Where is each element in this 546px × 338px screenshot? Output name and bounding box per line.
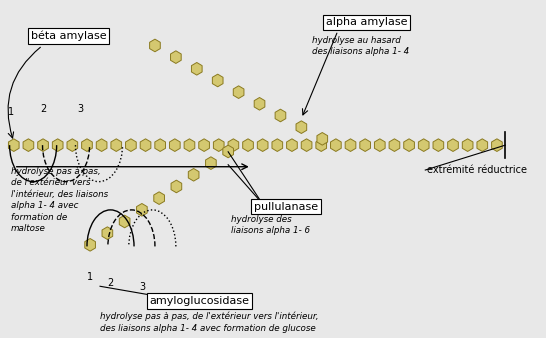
Polygon shape [462, 139, 473, 151]
Polygon shape [126, 139, 136, 151]
Polygon shape [433, 139, 444, 151]
Polygon shape [213, 139, 224, 151]
Polygon shape [389, 139, 400, 151]
Polygon shape [212, 74, 223, 87]
Polygon shape [8, 139, 19, 151]
Polygon shape [111, 139, 122, 151]
Text: hydrolyse pas à pas, de l'extérieur vers l'intérieur,
des liaisons alpha 1- 4 av: hydrolyse pas à pas, de l'extérieur vers… [100, 312, 318, 333]
Text: béta amylase: béta amylase [31, 30, 106, 41]
Text: 2: 2 [108, 278, 114, 288]
Polygon shape [403, 139, 414, 151]
Polygon shape [242, 139, 253, 151]
Text: 2: 2 [40, 104, 47, 114]
Polygon shape [188, 168, 199, 181]
Polygon shape [301, 139, 312, 151]
Polygon shape [477, 139, 488, 151]
Polygon shape [150, 39, 161, 52]
Text: 1: 1 [8, 107, 14, 117]
Polygon shape [254, 97, 265, 110]
Polygon shape [169, 139, 180, 151]
Polygon shape [96, 139, 107, 151]
Polygon shape [184, 139, 195, 151]
Polygon shape [491, 139, 502, 151]
Polygon shape [448, 139, 458, 151]
Polygon shape [345, 139, 356, 151]
Polygon shape [360, 139, 371, 151]
Polygon shape [287, 139, 297, 151]
Polygon shape [155, 139, 165, 151]
Text: 3: 3 [139, 282, 145, 292]
Text: 1: 1 [86, 272, 93, 282]
Polygon shape [82, 139, 92, 151]
Text: 3: 3 [77, 104, 83, 114]
Polygon shape [418, 139, 429, 151]
Polygon shape [233, 86, 244, 98]
Polygon shape [223, 145, 234, 158]
Text: hydrolyse des
liaisons alpha 1- 6: hydrolyse des liaisons alpha 1- 6 [231, 215, 310, 235]
Polygon shape [192, 63, 202, 75]
Polygon shape [275, 109, 286, 122]
Polygon shape [119, 215, 130, 228]
Polygon shape [257, 139, 268, 151]
Polygon shape [330, 139, 341, 151]
Polygon shape [67, 139, 78, 151]
Polygon shape [136, 203, 147, 216]
Polygon shape [170, 51, 181, 64]
Polygon shape [38, 139, 49, 151]
Text: hydrolyse au hasard
des liaisons alpha 1- 4: hydrolyse au hasard des liaisons alpha 1… [312, 35, 409, 56]
Polygon shape [23, 139, 34, 151]
Text: pullulanase: pullulanase [253, 201, 318, 212]
Polygon shape [102, 227, 112, 239]
Polygon shape [317, 132, 328, 145]
Polygon shape [199, 139, 210, 151]
Text: alpha amylase: alpha amylase [326, 17, 407, 27]
Polygon shape [140, 139, 151, 151]
Polygon shape [52, 139, 63, 151]
Polygon shape [316, 139, 327, 151]
Text: amyloglucosidase: amyloglucosidase [150, 296, 250, 306]
Polygon shape [154, 192, 164, 204]
Polygon shape [296, 121, 307, 134]
Polygon shape [205, 157, 216, 169]
Polygon shape [375, 139, 385, 151]
Polygon shape [272, 139, 283, 151]
Polygon shape [85, 239, 96, 251]
Text: hydrolyse pas à pas,
de l'extérieur vers
l'intérieur, des liaisons
alpha 1- 4 av: hydrolyse pas à pas, de l'extérieur vers… [11, 167, 108, 233]
Text: extrémité réductrice: extrémité réductrice [427, 165, 527, 175]
Polygon shape [171, 180, 182, 193]
Polygon shape [228, 139, 239, 151]
